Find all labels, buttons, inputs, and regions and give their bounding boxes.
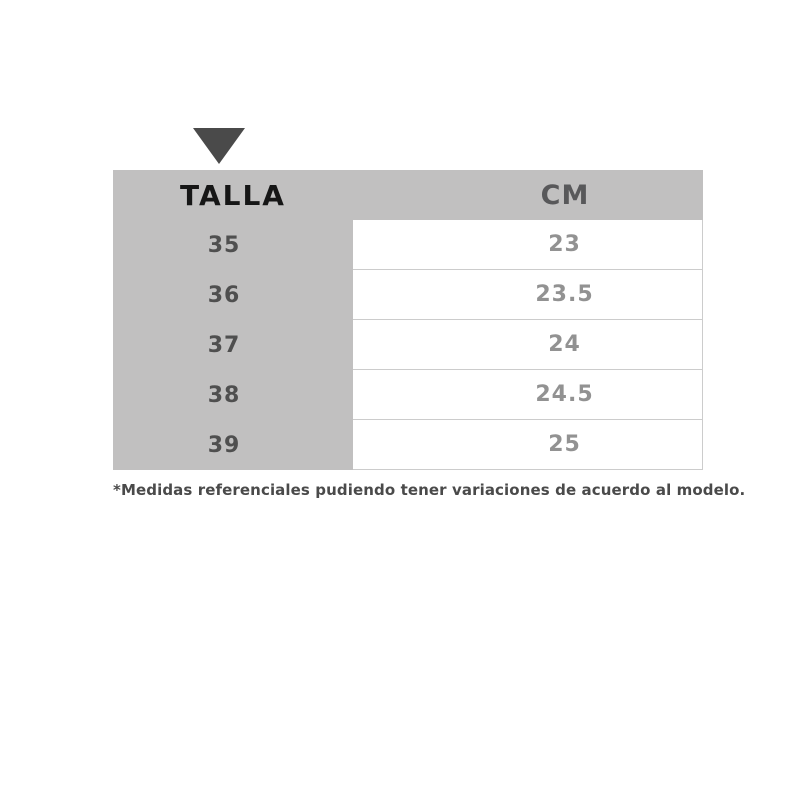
table-row: 39 25 [113,420,703,470]
cm-cell: 24 [353,320,703,370]
size-table: TALLA CM 35 23 36 23.5 37 24 38 24.5 39 25 [113,170,703,470]
triangle-down-icon [193,128,245,164]
talla-cell: 37 [113,320,353,370]
header-cm: CM [540,179,590,211]
cm-cell: 23 [353,220,703,270]
talla-cell: 35 [113,220,353,270]
footnote-text: *Medidas referenciales pudiendo tener va… [113,481,746,499]
header-talla: TALLA [180,178,286,212]
cm-cell: 25 [353,420,703,470]
table-row: 36 23.5 [113,270,703,320]
cm-cell: 24.5 [353,370,703,420]
talla-cell: 38 [113,370,353,420]
size-table-header-row: TALLA CM [113,170,703,220]
table-row: 35 23 [113,220,703,270]
table-row: 37 24 [113,320,703,370]
talla-cell: 36 [113,270,353,320]
cm-cell: 23.5 [353,270,703,320]
table-row: 38 24.5 [113,370,703,420]
size-table-rows: 35 23 36 23.5 37 24 38 24.5 39 25 [113,220,703,470]
talla-cell: 39 [113,420,353,470]
